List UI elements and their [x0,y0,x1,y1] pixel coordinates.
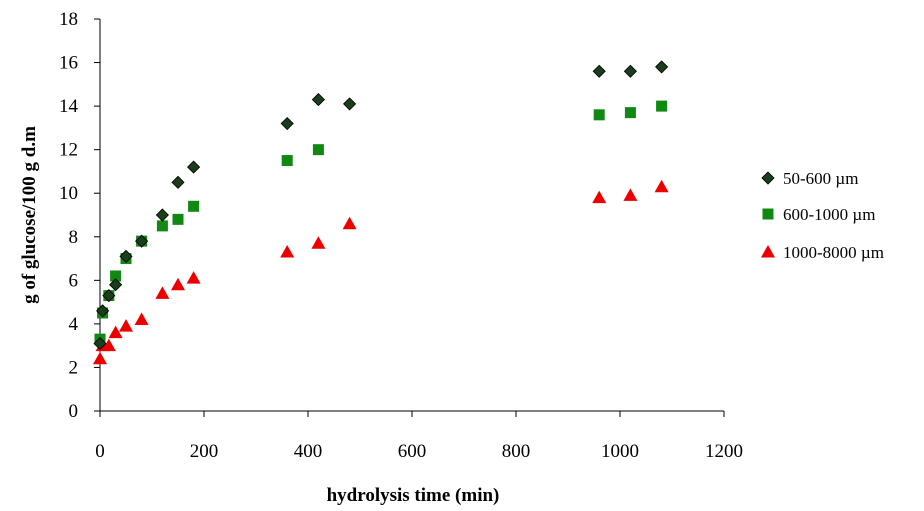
legend-marker-square [762,208,774,220]
data-point-square [156,220,168,232]
legend-marker-diamond [761,171,775,185]
x-tick-label: 200 [190,441,219,462]
data-point-triangle [592,190,607,204]
y-axis-title: g of glucose/100 g d.m [19,126,40,304]
y-tick-label: 4 [69,314,79,335]
data-point-diamond [171,175,185,189]
x-tick-label: 800 [502,441,531,462]
data-points [93,60,669,365]
y-tick-label: 8 [69,227,79,248]
y-tick-label: 14 [59,96,79,117]
data-point-diamond [96,304,110,318]
data-point-triangle [186,271,201,284]
data-point-diamond [592,64,606,78]
series-triangle [93,179,669,365]
x-tick-label: 0 [95,441,105,462]
data-point-triangle [155,286,170,299]
data-point-diamond [311,93,325,107]
x-axis-ticks: 0 200 400 600 800 1000 1200 [95,411,743,462]
data-point-square [624,107,636,119]
y-tick-label: 6 [69,270,79,291]
data-point-diamond [109,278,123,292]
series-diamond [93,60,669,351]
data-point-square [312,144,324,156]
data-point-diamond [343,97,357,111]
data-point-triangle [101,338,116,352]
data-point-triangle [654,179,669,193]
legend-item: 1000-8000 µm [761,243,884,262]
data-point-triangle [171,277,185,291]
y-tick-label: 0 [69,401,79,422]
legend-label: 600-1000 µm [783,205,875,224]
data-point-diamond [155,208,169,222]
data-point-square [593,109,605,121]
data-point-triangle [342,216,357,230]
data-point-triangle [119,319,133,332]
data-point-square [172,213,184,225]
data-point-diamond [280,116,294,131]
legend-marker-triangle [761,245,775,258]
legend-label: 1000-8000 µm [783,243,884,262]
data-point-triangle [280,245,295,258]
legend-item: 600-1000 µm [762,205,875,224]
y-axis-ticks: 0 2 4 6 8 10 12 14 16 18 [59,9,100,422]
y-tick-label: 18 [59,9,78,30]
data-point-diamond [93,336,107,351]
x-tick-label: 600 [398,441,427,462]
x-tick-label: 400 [294,441,323,462]
data-point-triangle [311,236,326,249]
x-tick-label: 1200 [705,441,743,462]
data-point-square [656,100,668,112]
x-tick-label: 1000 [601,441,639,462]
data-point-triangle [93,351,107,365]
data-point-diamond [623,64,637,78]
legend-item: 50-600 µm [761,169,858,188]
data-point-diamond [135,234,149,248]
data-point-diamond [102,289,116,303]
legend-label: 50-600 µm [783,169,858,188]
data-point-diamond [187,160,201,174]
x-axis-title: hydrolysis time (min) [327,485,500,506]
data-point-square [110,270,122,282]
series-square [94,100,668,345]
y-tick-label: 12 [59,140,78,161]
data-point-triangle [108,325,123,339]
legend: 50-600 µm 600-1000 µm 1000-8000 µm [761,169,884,262]
y-tick-label: 16 [59,53,78,74]
data-point-diamond [119,249,133,263]
data-point-triangle [134,312,149,326]
y-tick-label: 10 [59,183,78,204]
y-tick-label: 2 [69,357,79,378]
data-point-square [188,200,200,212]
data-point-triangle [623,188,638,201]
data-point-square [281,155,293,167]
data-point-diamond [655,60,669,74]
